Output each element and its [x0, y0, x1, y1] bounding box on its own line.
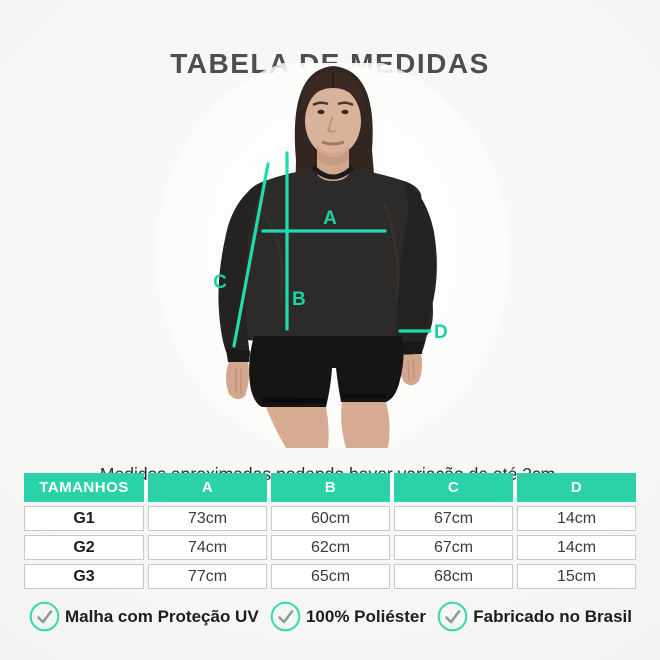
sleeve-left: [218, 182, 262, 356]
table-header-tamanhos: TAMANHOS: [24, 473, 144, 502]
table-cell-g2-a: 74cm: [148, 535, 267, 560]
check-circle-icon: [270, 601, 301, 632]
check-circle-icon: [437, 601, 468, 632]
nose: [326, 116, 337, 133]
eyebrow-right: [337, 101, 354, 107]
table-cell-g1-d: 14cm: [517, 506, 636, 531]
measure-line-c: [232, 162, 270, 348]
person-figure: [218, 66, 437, 448]
shirt-collar: [311, 165, 355, 180]
hand-left: [226, 362, 249, 400]
hair-front: [301, 71, 365, 114]
shirt-fold-left: [260, 211, 284, 301]
table-cell-g3-d: 15cm: [517, 564, 636, 589]
measurement-lines: [232, 151, 432, 348]
feature-uv-protection: Malha com Proteção UV: [29, 601, 259, 632]
features-row: Malha com Proteção UV 100% Poliéster Fab…: [29, 600, 632, 633]
table-cell-g1-a: 73cm: [148, 506, 267, 531]
sleeve-right: [396, 181, 437, 354]
eye-left: [317, 109, 325, 115]
feature-label-polyester: 100% Poliéster: [305, 606, 426, 626]
table-cell-g3-a: 77cm: [148, 564, 267, 589]
measure-label-b: B: [292, 289, 306, 310]
table-cell-size-g3: G3: [24, 564, 144, 589]
hand-left-fingers: [235, 368, 242, 394]
shorts-hem-left: [261, 397, 327, 404]
measurements-table: TAMANHOS A B C D G1 73cm 60cm 67cm 14cm …: [24, 473, 636, 589]
table-cell-g3-c: 68cm: [394, 564, 513, 589]
mouth: [321, 140, 345, 146]
table-cell-g2-b: 62cm: [271, 535, 390, 560]
shorts: [249, 336, 404, 407]
feature-made-in-brazil: Fabricado no Brasil: [437, 601, 632, 632]
eyebrow-left: [312, 101, 329, 107]
leg-left: [266, 407, 329, 448]
eye-right: [341, 109, 349, 115]
shirt-fold-right: [382, 201, 400, 301]
measure-label-a: A: [323, 208, 337, 229]
measure-label-c: C: [213, 272, 227, 293]
cuff-left: [226, 349, 250, 362]
person-illustration: A B C D: [155, 63, 510, 448]
hand-right-fingers: [407, 358, 415, 382]
feature-label-brazil: Fabricado no Brasil: [473, 606, 632, 626]
leg-right: [341, 402, 390, 448]
table-cell-size-g1: G1: [24, 506, 144, 531]
feature-label-uv: Malha com Proteção UV: [65, 606, 259, 626]
table-cell-g1-b: 60cm: [271, 506, 390, 531]
table-cell-g2-c: 67cm: [394, 535, 513, 560]
table-cell-g2-d: 14cm: [517, 535, 636, 560]
feature-polyester: 100% Poliéster: [270, 601, 426, 632]
table-cell-size-g2: G2: [24, 535, 144, 560]
table-header-b: B: [271, 473, 390, 502]
table-cell-g3-b: 65cm: [271, 564, 390, 589]
table-cell-g1-c: 67cm: [394, 506, 513, 531]
hand-right: [399, 354, 423, 386]
table-header-a: A: [148, 473, 267, 502]
table-header-d: D: [517, 473, 636, 502]
measure-label-d: D: [434, 322, 448, 343]
shirt: [235, 169, 433, 344]
model-photo: A B C D: [150, 63, 510, 448]
check-circle-icon: [29, 601, 60, 632]
neck-shadow: [317, 150, 349, 166]
table-header-c: C: [394, 473, 513, 502]
